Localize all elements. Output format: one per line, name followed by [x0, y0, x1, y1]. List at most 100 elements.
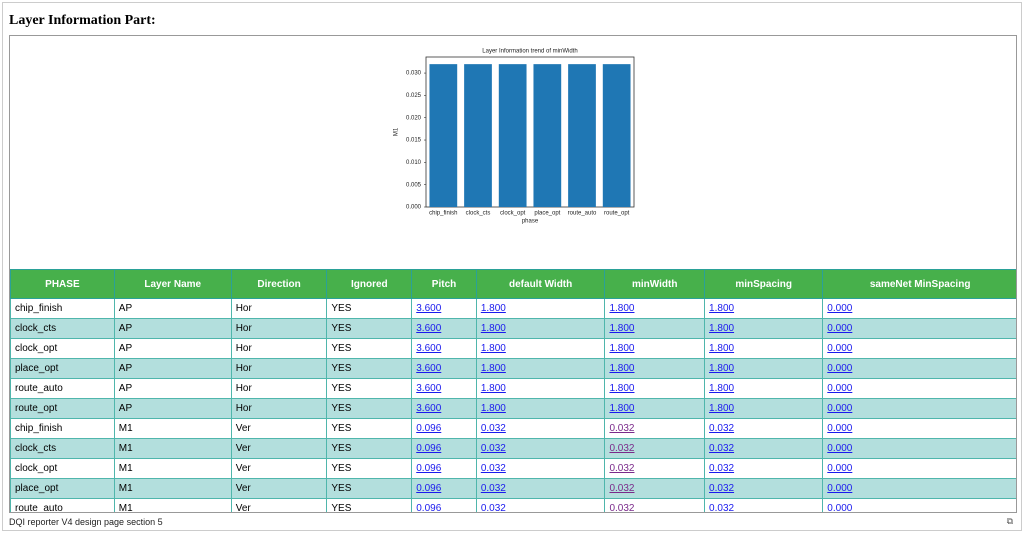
- table-cell: Ver: [230, 418, 328, 439]
- table-cell: chip_finish: [10, 418, 115, 439]
- value-link[interactable]: 0.000: [827, 303, 853, 314]
- value-link[interactable]: 0.032: [709, 503, 735, 513]
- table-cell: 0.032: [604, 478, 706, 499]
- value-link[interactable]: 1.800: [609, 403, 635, 414]
- value-link[interactable]: 3.600: [416, 303, 442, 314]
- value-link[interactable]: 0.096: [416, 443, 442, 454]
- column-header: minSpacing: [704, 269, 824, 299]
- value-link[interactable]: 0.000: [827, 323, 853, 334]
- value-link[interactable]: 0.032: [709, 483, 735, 494]
- bar: [464, 64, 492, 207]
- value-link[interactable]: 3.600: [416, 383, 442, 394]
- table-cell: YES: [326, 378, 413, 399]
- table-cell: 0.096: [411, 418, 477, 439]
- value-link[interactable]: 1.800: [480, 363, 506, 374]
- table-cell: chip_finish: [10, 298, 115, 319]
- table-cell: 0.096: [411, 458, 477, 479]
- table-cell: 3.600: [411, 378, 477, 399]
- value-link[interactable]: 0.096: [416, 423, 442, 434]
- value-link[interactable]: 0.032: [709, 463, 735, 474]
- table-cell: M1: [113, 478, 232, 499]
- value-link[interactable]: 0.032: [609, 483, 635, 494]
- value-link[interactable]: 0.032: [709, 443, 735, 454]
- column-header: Pitch: [411, 269, 477, 299]
- value-link[interactable]: 0.000: [827, 463, 853, 474]
- value-link[interactable]: 0.032: [609, 423, 635, 434]
- value-link[interactable]: 0.000: [827, 363, 853, 374]
- y-tick-label: 0.010: [406, 160, 422, 166]
- expand-icon[interactable]: ⧉: [1006, 516, 1013, 526]
- value-link[interactable]: 1.800: [480, 323, 506, 334]
- value-link[interactable]: 0.000: [827, 483, 853, 494]
- value-link[interactable]: 3.600: [416, 343, 442, 354]
- table-cell: 1.800: [475, 318, 606, 339]
- table-cell: M1: [113, 498, 232, 512]
- value-link[interactable]: 1.800: [609, 323, 635, 334]
- value-link[interactable]: 1.800: [709, 323, 735, 334]
- value-link[interactable]: 1.800: [709, 383, 735, 394]
- table-cell: M1: [113, 418, 232, 439]
- value-link[interactable]: 1.800: [709, 403, 735, 414]
- value-link[interactable]: 0.000: [827, 503, 853, 513]
- table-cell: YES: [326, 298, 413, 319]
- value-link[interactable]: 0.000: [827, 343, 853, 354]
- table-cell: Hor: [230, 358, 328, 379]
- value-link[interactable]: 0.032: [609, 503, 635, 513]
- value-link[interactable]: 1.800: [609, 363, 635, 374]
- value-link[interactable]: 0.032: [480, 463, 506, 474]
- table-cell: Ver: [230, 438, 328, 459]
- table-cell: AP: [113, 358, 232, 379]
- value-link[interactable]: 0.000: [827, 443, 853, 454]
- table-cell: route_opt: [10, 398, 115, 419]
- y-tick-label: 0.025: [406, 93, 422, 99]
- value-link[interactable]: 0.096: [416, 463, 442, 474]
- table-cell: AP: [113, 378, 232, 399]
- table-cell: 0.000: [822, 478, 1016, 499]
- value-link[interactable]: 0.032: [480, 483, 506, 494]
- value-link[interactable]: 0.032: [480, 443, 506, 454]
- value-link[interactable]: 1.800: [609, 383, 635, 394]
- table-row: clock_cts M1 Ver YES 0.096 0.032 0.032 0.032 0.0…: [10, 438, 1016, 459]
- table-cell: 1.800: [604, 398, 706, 419]
- value-link[interactable]: 1.800: [480, 303, 506, 314]
- table-cell: 1.800: [604, 378, 706, 399]
- value-link[interactable]: 1.800: [709, 343, 735, 354]
- table-cell: 0.032: [704, 458, 824, 479]
- value-link[interactable]: 0.032: [609, 443, 635, 454]
- value-link[interactable]: 1.800: [480, 383, 506, 394]
- value-link[interactable]: 0.000: [827, 403, 853, 414]
- value-link[interactable]: 1.800: [609, 303, 635, 314]
- value-link[interactable]: 3.600: [416, 363, 442, 374]
- value-link[interactable]: 0.032: [480, 503, 506, 513]
- value-link[interactable]: 0.000: [827, 423, 853, 434]
- footer: DQI reporter V4 design page section 5: [9, 517, 163, 527]
- value-link[interactable]: 1.800: [480, 403, 506, 414]
- y-tick-label: 0.015: [406, 138, 422, 144]
- table-cell: route_auto: [10, 498, 115, 512]
- value-link[interactable]: 3.600: [416, 403, 442, 414]
- table-cell: AP: [113, 338, 232, 359]
- table-cell: 0.000: [822, 438, 1016, 459]
- table-cell: 0.032: [604, 498, 706, 513]
- value-link[interactable]: 1.800: [709, 363, 735, 374]
- value-link[interactable]: 1.800: [709, 303, 735, 314]
- table-cell: 0.032: [475, 418, 606, 439]
- table-cell: place_opt: [10, 358, 115, 379]
- column-header: Layer Name: [113, 269, 232, 299]
- table-cell: 0.096: [411, 498, 477, 513]
- value-link[interactable]: 0.032: [709, 423, 735, 434]
- value-link[interactable]: 0.096: [416, 483, 442, 494]
- table-row: place_opt M1 Ver YES 0.096 0.032 0.032 0.032 0.0…: [10, 478, 1016, 499]
- value-link[interactable]: 1.800: [480, 343, 506, 354]
- value-link[interactable]: 0.096: [416, 503, 442, 513]
- table-cell: AP: [113, 318, 232, 339]
- value-link[interactable]: 0.032: [609, 463, 635, 474]
- value-link[interactable]: 1.800: [609, 343, 635, 354]
- value-link[interactable]: 0.000: [827, 383, 853, 394]
- table-cell: 3.600: [411, 358, 477, 379]
- value-link[interactable]: 3.600: [416, 323, 442, 334]
- table-cell: YES: [326, 478, 413, 499]
- table-cell: YES: [326, 418, 413, 439]
- value-link[interactable]: 0.032: [480, 423, 506, 434]
